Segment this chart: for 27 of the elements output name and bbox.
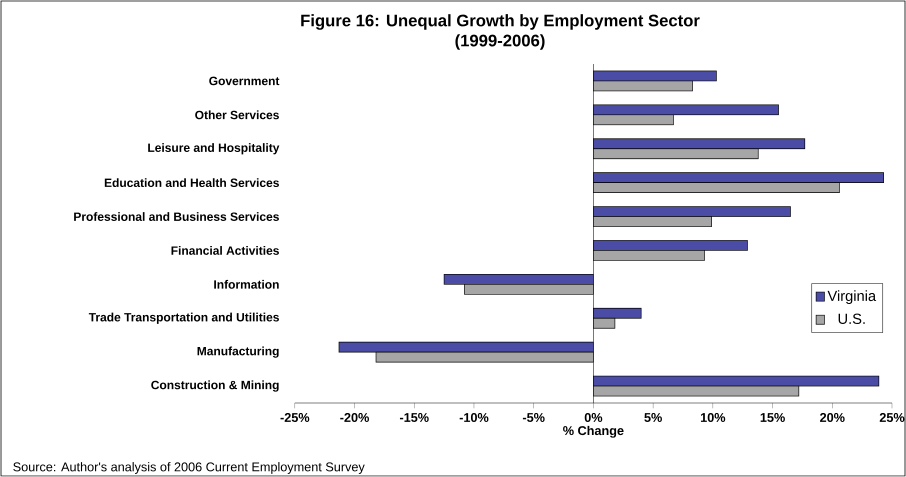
x-tick-label: 10%: [700, 413, 726, 422]
y-tick-label: Education and Health Services: [104, 178, 279, 188]
chart-title: Figure 16: Unequal Growth by Employment Sector: [301, 14, 700, 30]
y-tick-label: Trade Transportation and Utilities: [88, 312, 279, 324]
y-tick-label: Leisure and Hospitality: [148, 143, 280, 154]
y-tick-label: Other Services: [195, 110, 279, 120]
y-tick-label: Manufacturing: [198, 346, 279, 358]
x-tick-label: 5%: [644, 413, 662, 422]
chart-subtitle: (1999-2006): [455, 34, 545, 50]
x-tick-label: 0%: [584, 413, 602, 422]
y-tick-label: Construction & Mining: [151, 380, 279, 392]
legend-label: U.S.: [838, 314, 865, 324]
x-tick-label: -15%: [400, 413, 429, 422]
y-tick-label: Professional and Business Services: [74, 212, 279, 221]
y-tick-label: Government: [209, 76, 280, 86]
x-tick-label: 25%: [880, 413, 904, 422]
x-axis-title: % Change: [563, 426, 624, 438]
y-tick-label: Information: [214, 280, 279, 289]
x-tick-label: 15%: [760, 413, 785, 422]
legend-label: Virginia: [828, 290, 876, 304]
x-tick-label: -5%: [522, 413, 545, 422]
x-tick-label: -25%: [280, 413, 310, 422]
x-tick-label: -20%: [340, 413, 369, 422]
source-note: Source: Author's analysis of 2006 Current Employment Survey: [13, 462, 365, 474]
y-tick-label: Financial Activities: [172, 246, 279, 255]
x-tick-label: -10%: [460, 413, 488, 422]
x-tick-label: 20%: [820, 413, 845, 422]
